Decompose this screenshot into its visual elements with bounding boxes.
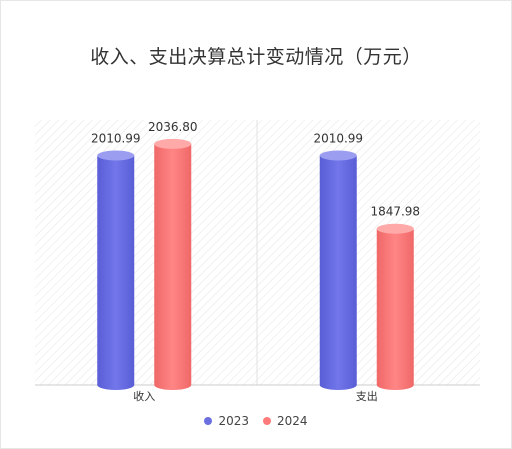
bar-body (154, 143, 192, 390)
bar-cap (319, 150, 357, 161)
data-label: 1847.98 (370, 205, 420, 219)
bar-cap (97, 150, 135, 161)
bar-支出-2024: 1847.98 (370, 205, 420, 390)
bar-收入-2023: 2010.99 (91, 132, 141, 390)
bar-支出-2023: 2010.99 (313, 132, 363, 390)
legend-item-2024[interactable]: 2024 (263, 414, 308, 428)
legend-label-2023: 2023 (218, 414, 249, 428)
data-label: 2010.99 (313, 132, 363, 146)
x-tick-label: 收入 (133, 389, 155, 403)
bar-body (319, 155, 357, 390)
bar-body (97, 155, 135, 390)
data-label: 2036.80 (148, 120, 198, 134)
legend: 2023 2024 (0, 414, 512, 428)
legend-item-2023[interactable]: 2023 (204, 414, 249, 428)
bar-cap (154, 138, 192, 149)
bar-body (376, 228, 414, 390)
bar-收入-2024: 2036.80 (148, 120, 198, 390)
legend-swatch-2024 (263, 417, 271, 425)
bar-cap (376, 223, 414, 234)
legend-swatch-2023 (204, 417, 213, 425)
legend-label-2024: 2024 (277, 414, 308, 428)
data-label: 2010.99 (91, 132, 141, 146)
chart-title: 收入、支出决算总计变动情况（万元） (90, 46, 422, 68)
x-tick-label: 支出 (356, 389, 378, 403)
